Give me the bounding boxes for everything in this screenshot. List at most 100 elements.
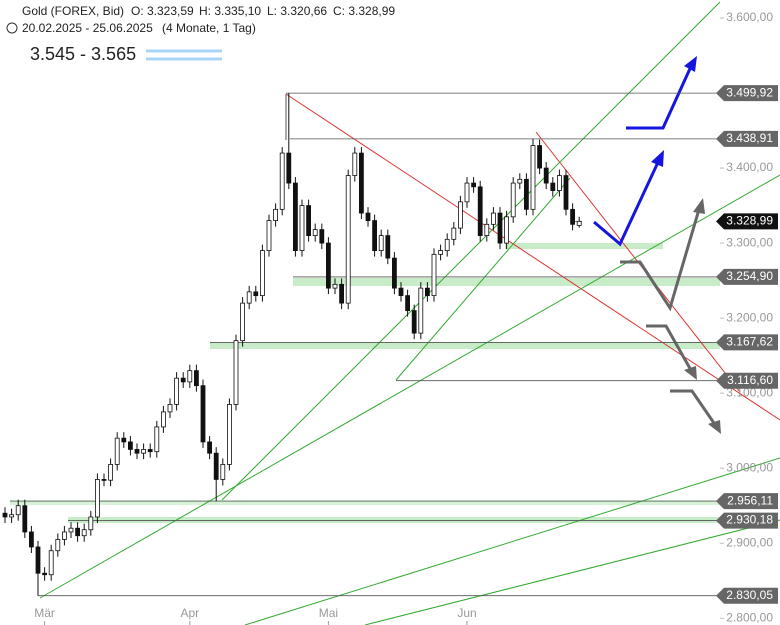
- candle: [451, 222, 457, 246]
- candle-body: [332, 283, 338, 289]
- candle: [240, 297, 246, 347]
- candle-body: [48, 550, 54, 576]
- candle: [154, 420, 160, 458]
- candle: [325, 237, 331, 295]
- candle-body: [563, 175, 569, 210]
- candle: [114, 432, 120, 471]
- candle-body: [233, 340, 239, 405]
- candle-body: [444, 238, 450, 252]
- candle-body: [193, 370, 199, 387]
- arrowhead: [708, 420, 721, 434]
- candle-body: [418, 287, 424, 334]
- candle-body: [246, 291, 252, 304]
- ohlc-open: O: 3.323,59: [131, 4, 194, 18]
- arrowhead: [693, 198, 705, 214]
- arrowhead: [684, 366, 697, 380]
- x-tick-label: Jun: [457, 606, 476, 620]
- candle-body: [160, 411, 166, 428]
- level-label: 3.438,91: [726, 131, 773, 145]
- candle-body: [88, 516, 94, 531]
- candle: [81, 523, 87, 542]
- y-tick-label: 3.200,00: [726, 310, 773, 324]
- level-tag: [716, 130, 778, 147]
- candle: [28, 525, 34, 553]
- candle: [292, 177, 298, 257]
- x-tick-label: Mai: [319, 606, 338, 620]
- y-tick-label: 3.000,00: [726, 460, 773, 474]
- candle: [299, 199, 305, 257]
- level-tag: [716, 512, 778, 529]
- y-tick-label: 2.900,00: [726, 535, 773, 549]
- candle-body: [292, 182, 298, 252]
- candle-body: [365, 212, 371, 221]
- candle: [193, 364, 199, 392]
- level-label: 2.930,18: [726, 513, 773, 527]
- candle: [418, 282, 424, 340]
- candle-body: [167, 404, 173, 413]
- candle-body: [424, 287, 430, 297]
- candle: [405, 289, 411, 317]
- candle: [438, 244, 444, 261]
- candle-body: [557, 175, 562, 191]
- level-label: 2.830,05: [726, 588, 773, 602]
- level-tag: [716, 493, 778, 510]
- candle-body: [62, 531, 67, 540]
- candle: [88, 510, 94, 536]
- candle: [431, 248, 437, 302]
- candle: [339, 278, 345, 310]
- candle: [457, 195, 463, 235]
- candle: [9, 508, 15, 523]
- candle: [504, 210, 510, 250]
- candle: [101, 473, 107, 487]
- candle: [464, 177, 470, 208]
- arrowhead: [651, 150, 664, 167]
- candle: [345, 169, 351, 310]
- candle-body: [524, 178, 529, 210]
- candle: [42, 567, 47, 581]
- candle-body: [187, 370, 193, 383]
- candle: [2, 507, 8, 523]
- candle-body: [154, 426, 160, 453]
- candle-body: [207, 441, 213, 454]
- candle: [563, 169, 569, 216]
- candle: [286, 93, 292, 190]
- candle-body: [537, 145, 542, 169]
- candle: [550, 177, 556, 197]
- candle-body: [200, 385, 206, 443]
- ohlc-high: H: 3.335,10: [199, 4, 261, 18]
- level-label: 3.328,99: [726, 214, 773, 228]
- arrowhead: [684, 56, 697, 72]
- candle: [48, 544, 54, 581]
- candle: [134, 443, 140, 460]
- candle: [391, 252, 397, 295]
- candle: [497, 207, 503, 250]
- candle-body: [385, 235, 391, 259]
- candle-body: [127, 441, 133, 450]
- candle: [358, 147, 364, 220]
- candle: [471, 177, 477, 193]
- y-tick-label: 3.600,00: [726, 10, 773, 24]
- level-tag: [716, 213, 778, 230]
- candle-body: [121, 437, 127, 443]
- candle-body: [358, 152, 364, 214]
- candle-body: [273, 208, 279, 221]
- candle-body: [325, 242, 331, 289]
- candle-body: [391, 257, 397, 289]
- level-label: 3.254,90: [726, 269, 773, 283]
- candle: [570, 203, 575, 231]
- date-range: 20.02.2025 - 25.06.2025: [22, 21, 153, 35]
- candle: [279, 147, 285, 216]
- candle: [121, 432, 127, 448]
- candle-body: [372, 220, 378, 252]
- candle-body: [286, 152, 292, 184]
- candle-body: [312, 229, 318, 236]
- candle-body: [68, 527, 74, 533]
- zone: [10, 500, 720, 505]
- candle: [213, 447, 219, 502]
- candle-body: [517, 178, 523, 184]
- candle-body: [299, 205, 305, 252]
- candle: [259, 244, 265, 302]
- candle-body: [431, 253, 437, 297]
- legend-label: 3.545 - 3.565: [30, 44, 136, 64]
- candle-body: [471, 182, 477, 188]
